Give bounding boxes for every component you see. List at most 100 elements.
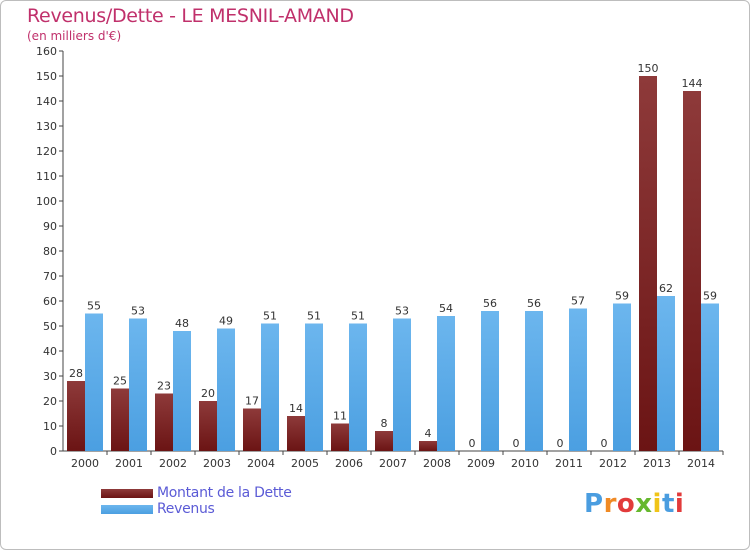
data-label-revenus: 57 <box>571 295 585 308</box>
legend-label-revenus: Revenus <box>157 501 215 517</box>
bar-revenus <box>305 323 323 451</box>
x-tick-label: 2009 <box>467 457 495 470</box>
y-tick-label: 60 <box>43 295 57 308</box>
legend-label-dette: Montant de la Dette <box>157 485 292 501</box>
data-label-dette: 8 <box>381 417 388 430</box>
data-label-revenus: 62 <box>659 282 673 295</box>
x-tick-label: 2006 <box>335 457 363 470</box>
y-tick-label: 50 <box>43 320 57 333</box>
data-label-revenus: 56 <box>527 297 541 310</box>
data-label-dette: 14 <box>289 402 303 415</box>
bar-revenus <box>481 311 499 451</box>
data-label-revenus: 56 <box>483 297 497 310</box>
y-tick-label: 40 <box>43 345 57 358</box>
data-label-revenus: 51 <box>307 310 321 323</box>
data-label-dette: 28 <box>69 367 83 380</box>
y-tick-label: 150 <box>36 70 57 83</box>
bar-revenus <box>173 331 191 451</box>
bar-dette <box>375 431 393 451</box>
bar-dette <box>683 91 701 451</box>
bar-revenus <box>437 316 455 451</box>
data-label-revenus: 59 <box>703 290 717 303</box>
logo-letter: P <box>584 489 604 519</box>
legend-swatch-dette <box>101 489 153 498</box>
x-tick-label: 2011 <box>555 457 583 470</box>
x-tick-label: 2013 <box>643 457 671 470</box>
data-label-revenus: 48 <box>175 317 189 330</box>
bar-revenus <box>85 313 103 451</box>
proxiti-logo: Proxiti <box>584 489 684 519</box>
bar-revenus <box>701 303 719 451</box>
data-label-revenus: 54 <box>439 302 453 315</box>
data-label-dette: 150 <box>638 62 659 75</box>
y-tick-label: 130 <box>36 120 57 133</box>
logo-letter: i <box>652 489 662 519</box>
data-label-dette: 25 <box>113 375 127 388</box>
logo-letter: r <box>603 489 617 519</box>
y-tick-label: 110 <box>36 170 57 183</box>
y-tick-label: 20 <box>43 395 57 408</box>
y-tick-label: 80 <box>43 245 57 258</box>
x-tick-label: 2002 <box>159 457 187 470</box>
bar-revenus <box>393 318 411 451</box>
x-tick-label: 2005 <box>291 457 319 470</box>
x-tick-label: 2010 <box>511 457 539 470</box>
bar-revenus <box>129 318 147 451</box>
x-tick-label: 2001 <box>115 457 143 470</box>
logo-letter: i <box>674 489 685 519</box>
y-tick-label: 70 <box>43 270 57 283</box>
data-label-dette: 20 <box>201 387 215 400</box>
data-label-revenus: 53 <box>131 305 145 318</box>
y-tick-label: 120 <box>36 145 57 158</box>
bar-dette <box>287 416 305 451</box>
bar-revenus <box>217 328 235 451</box>
bar-dette <box>331 423 349 451</box>
y-tick-label: 90 <box>43 220 57 233</box>
x-tick-label: 2008 <box>423 457 451 470</box>
logo-letter: t <box>661 489 675 519</box>
data-label-dette: 0 <box>557 437 564 450</box>
logo-letter: x <box>635 489 653 519</box>
bar-dette <box>419 441 437 451</box>
data-label-dette: 17 <box>245 395 259 408</box>
logo-letter: o <box>616 489 636 519</box>
bar-dette <box>67 381 85 451</box>
data-label-revenus: 53 <box>395 305 409 318</box>
data-label-revenus: 51 <box>351 310 365 323</box>
bar-dette <box>111 388 129 451</box>
y-tick-label: 140 <box>36 95 57 108</box>
data-label-dette: 144 <box>682 77 703 90</box>
data-label-revenus: 49 <box>219 315 233 328</box>
bar-revenus <box>569 308 587 451</box>
x-tick-label: 2014 <box>687 457 715 470</box>
data-label-revenus: 59 <box>615 290 629 303</box>
y-tick-label: 0 <box>50 445 57 458</box>
bar-revenus <box>349 323 367 451</box>
chart-title: Revenus/Dette - LE MESNIL-AMAND <box>27 5 354 27</box>
bar-dette <box>199 401 217 451</box>
data-label-dette: 0 <box>513 437 520 450</box>
data-label-dette: 0 <box>601 437 608 450</box>
bar-dette <box>639 76 657 451</box>
x-tick-label: 2003 <box>203 457 231 470</box>
data-label-dette: 23 <box>157 380 171 393</box>
bar-revenus <box>261 323 279 451</box>
bar-dette <box>243 408 261 451</box>
y-tick-label: 10 <box>43 420 57 433</box>
data-label-revenus: 55 <box>87 300 101 313</box>
y-tick-label: 160 <box>36 45 57 58</box>
x-tick-label: 2000 <box>71 457 99 470</box>
bar-dette <box>155 393 173 451</box>
bar-revenus <box>525 311 543 451</box>
x-tick-label: 2007 <box>379 457 407 470</box>
data-label-revenus: 51 <box>263 310 277 323</box>
y-tick-label: 100 <box>36 195 57 208</box>
legend-swatch-revenus <box>101 505 153 514</box>
bar-revenus <box>657 296 675 451</box>
data-label-dette: 0 <box>469 437 476 450</box>
data-label-dette: 11 <box>333 410 347 423</box>
data-label-dette: 4 <box>425 427 432 440</box>
y-tick-label: 30 <box>43 370 57 383</box>
